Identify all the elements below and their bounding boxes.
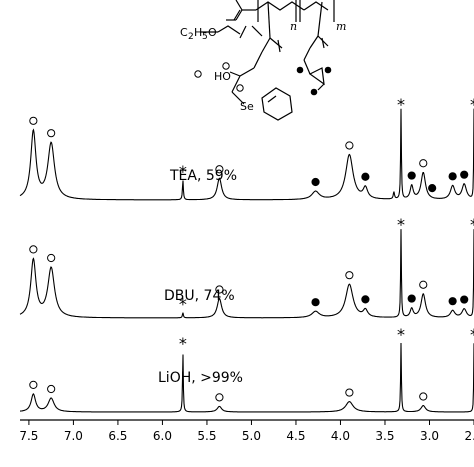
x-tick-label-10: 2.5 xyxy=(464,429,474,443)
spectrum-label-2: LiOH, >99% xyxy=(158,370,243,386)
filled-marker-1-8 xyxy=(407,294,416,303)
open-marker-hydroxyl xyxy=(194,70,202,78)
hydroxyl-label: HO xyxy=(214,70,231,83)
x-tick-label-7: 4.0 xyxy=(331,429,350,443)
open-marker-1-0 xyxy=(29,245,38,254)
selenium-label: Se xyxy=(240,100,254,113)
spectrum-line-2 xyxy=(20,342,474,413)
subscript-n: n xyxy=(290,20,297,33)
filled-marker-1-4 xyxy=(311,298,320,307)
x-tick-label-8: 3.5 xyxy=(375,429,394,443)
spectrum-labels: TEA, 59% DBU, 74% LiOH, >99% xyxy=(158,168,243,386)
x-tick-label-6: 4.5 xyxy=(286,429,305,443)
star-marker-2-2: * xyxy=(179,334,187,353)
star-marker-2-7: * xyxy=(470,325,474,344)
open-marker-0-0 xyxy=(29,116,38,125)
filled-marker-0-8 xyxy=(407,171,416,180)
spectrum-line-1 xyxy=(19,229,474,319)
subscript-m: m xyxy=(336,20,346,33)
filled-marker-1-10 xyxy=(448,297,457,306)
filled-marker-0-6 xyxy=(361,172,370,181)
filled-marker-0-10 xyxy=(428,184,437,193)
ethyl-sub-5: 5 xyxy=(202,32,208,42)
filled-marker-1-11 xyxy=(460,295,469,304)
spectrum-label-0: TEA, 59% xyxy=(169,168,237,184)
spectrum-label-1: DBU, 74% xyxy=(164,288,235,304)
spectra-group xyxy=(19,108,474,413)
open-marker-2-1 xyxy=(47,384,56,394)
open-marker-0-1 xyxy=(47,129,56,138)
spectrum-line-0 xyxy=(19,108,474,201)
ethyl-o: O xyxy=(208,26,217,39)
open-marker-2-4 xyxy=(345,388,354,397)
star-marker-2-5: * xyxy=(397,325,405,344)
open-marker-2-0 xyxy=(29,380,38,389)
open-marker-1-9 xyxy=(419,280,428,289)
x-axis-ticks: 7.5 7.0 6.5 6.0 5.5 5.0 4.5 4.0 3.5 3.0 2.5 xyxy=(19,420,474,443)
structure-labels: C 2 H 5 O HO Se n m xyxy=(180,20,346,113)
open-marker-1-1 xyxy=(47,253,56,263)
star-marker-0-13: * xyxy=(470,95,474,114)
filled-marker-epoxide-ch2 xyxy=(310,88,318,96)
star-marker-1-12: * xyxy=(470,215,474,234)
x-tick-label-9: 3.0 xyxy=(420,429,439,443)
filled-marker-epoxide-ch xyxy=(324,66,332,74)
open-marker-0-9 xyxy=(419,159,428,168)
x-tick-label-0: 7.5 xyxy=(19,429,38,443)
star-marker-1-7: * xyxy=(397,215,405,234)
open-marker-methine xyxy=(236,84,244,92)
peak-markers: * * * * * * * * * xyxy=(29,95,474,402)
filled-marker-0-12 xyxy=(460,170,469,179)
x-tick-label-4: 5.5 xyxy=(197,429,216,443)
open-marker-0-5 xyxy=(345,141,354,150)
ethyl-sub-2: 2 xyxy=(188,32,194,42)
x-tick-label-1: 7.0 xyxy=(64,429,83,443)
polymer-structure xyxy=(200,0,335,121)
filled-marker-1-6 xyxy=(361,295,370,304)
x-tick-label-3: 6.0 xyxy=(153,429,172,443)
open-marker-methylene xyxy=(222,62,230,70)
filled-marker-0-4 xyxy=(311,177,320,187)
structure-markers xyxy=(194,62,332,96)
ethyl-h: H xyxy=(194,26,202,39)
open-marker-1-5 xyxy=(345,271,354,280)
x-tick-label-5: 5.0 xyxy=(242,429,261,443)
open-marker-0-3 xyxy=(215,165,224,174)
filled-marker-0-11 xyxy=(448,172,457,181)
carbonyl-bond xyxy=(235,9,243,21)
filled-marker-ch2o xyxy=(296,66,304,74)
star-marker-0-7: * xyxy=(397,95,405,114)
x-tick-label-2: 6.5 xyxy=(108,429,127,443)
ethyl-c: C xyxy=(180,26,188,39)
open-marker-2-6 xyxy=(419,392,428,401)
star-marker-0-2: * xyxy=(179,162,187,181)
star-marker-1-2: * xyxy=(179,295,187,314)
open-marker-2-3 xyxy=(215,393,224,402)
open-marker-1-3 xyxy=(215,285,224,294)
